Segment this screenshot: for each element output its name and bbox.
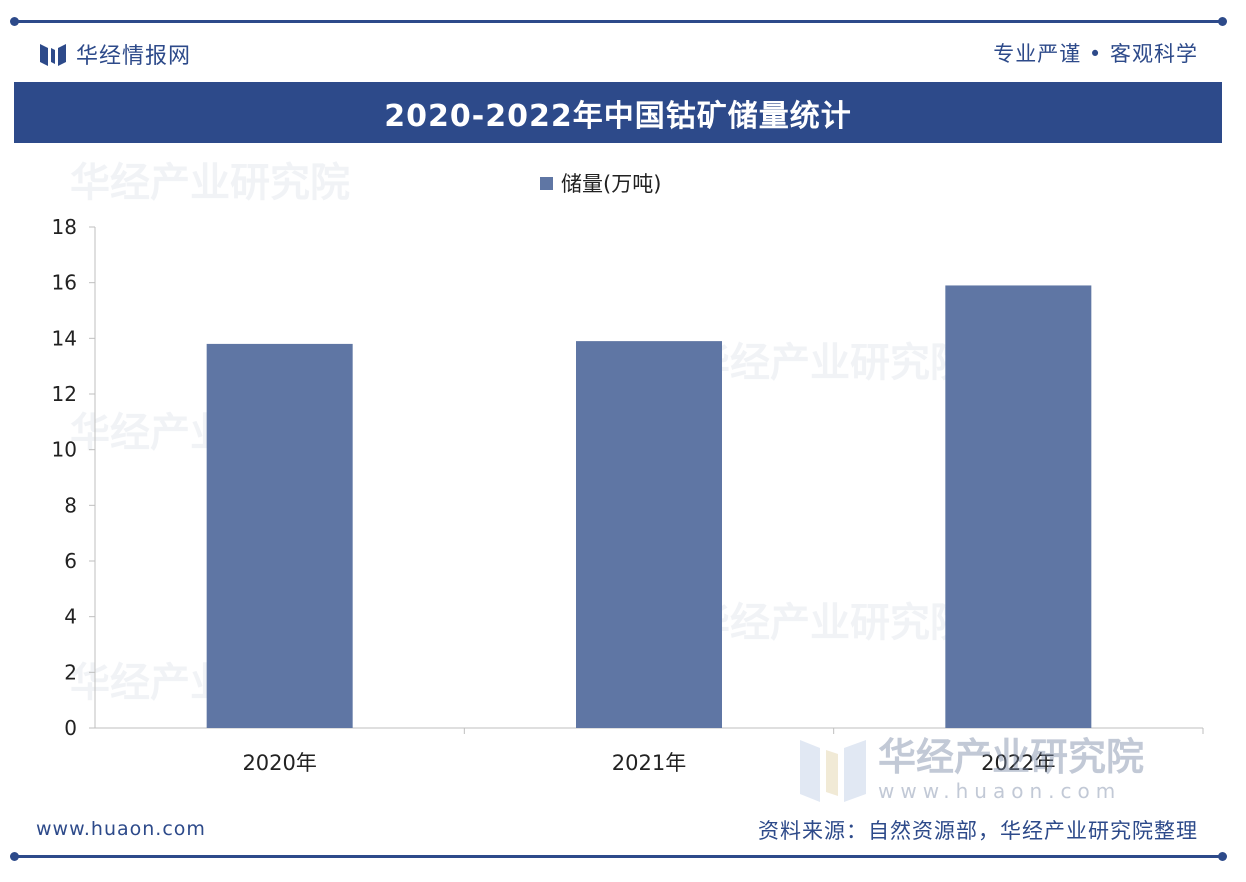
bar [206, 343, 353, 728]
bottom-rule-left-dot [10, 852, 19, 861]
bottom-rule-right-dot [1218, 852, 1227, 861]
brand-name: 华经情报网 [76, 44, 192, 69]
top-rule-left-dot [10, 17, 19, 26]
top-rule-right-dot [1218, 17, 1227, 26]
chart-title: 2020-2022年中国钴矿储量统计 [384, 98, 852, 134]
y-tick-label: 12 [52, 382, 77, 406]
footer-url: www.huaon.com [36, 818, 206, 840]
y-tick-label: 4 [64, 605, 77, 629]
top-rule [14, 20, 1224, 23]
y-tick-label: 2 [64, 660, 77, 684]
footer-source: 资料来源：自然资源部，华经产业研究院整理 [758, 819, 1198, 843]
y-tick-label: 8 [64, 493, 77, 517]
slogan: 专业严谨 • 客观科学 [993, 42, 1198, 66]
y-tick-label: 16 [52, 271, 77, 295]
x-tick-label: 2022年 [981, 751, 1055, 775]
x-tick-label: 2020年 [242, 751, 316, 775]
bar [576, 341, 722, 728]
chart-title-bar: 2020-2022年中国钴矿储量统计 [14, 82, 1222, 143]
brand: 华经情报网 [40, 38, 191, 70]
legend-swatch [540, 176, 553, 190]
bar [945, 285, 1092, 728]
y-tick-label: 18 [52, 215, 77, 239]
legend: 储量(万吨) [540, 168, 661, 198]
y-tick-label: 10 [52, 438, 77, 462]
y-tick-label: 14 [52, 326, 77, 350]
bottom-rule [14, 855, 1224, 858]
x-tick-label: 2021年 [612, 751, 686, 775]
brand-logo-icon [40, 42, 66, 66]
y-tick-label: 0 [64, 716, 77, 740]
legend-label: 储量(万吨) [561, 172, 662, 196]
y-tick-label: 6 [64, 549, 77, 573]
